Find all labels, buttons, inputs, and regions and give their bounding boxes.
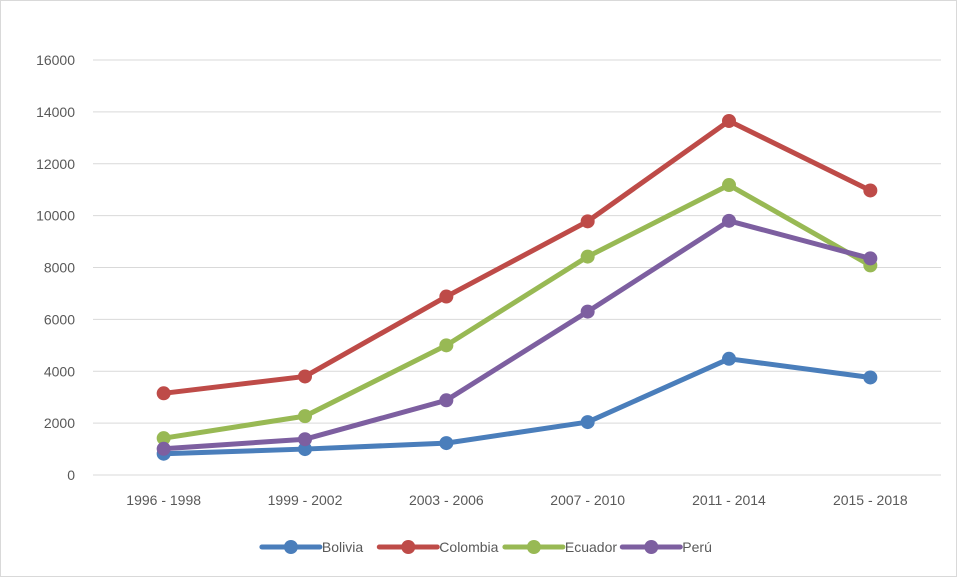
y-axis: 0 2000 4000 6000 8000 10000 12000 14000 16000 xyxy=(36,52,75,483)
data-point xyxy=(439,289,454,304)
legend-item-ecuador: Ecuador xyxy=(502,539,617,555)
data-point xyxy=(298,409,312,424)
data-point xyxy=(156,431,171,446)
legend-swatch-marker xyxy=(401,540,416,554)
series-layer xyxy=(156,113,878,461)
data-point xyxy=(722,351,736,366)
y-tick-label: 0 xyxy=(67,467,75,483)
legend: Bolivia Colombia Ecuador Perú xyxy=(259,539,712,555)
legend-label: Ecuador xyxy=(565,539,617,555)
series-line xyxy=(161,118,873,396)
x-tick-label: 2015 - 2018 xyxy=(833,492,908,508)
x-tick-label: 1999 - 2002 xyxy=(268,492,343,508)
data-point xyxy=(298,442,312,457)
series-colombia xyxy=(156,113,878,401)
y-tick-label: 2000 xyxy=(44,415,75,431)
y-tick-label: 4000 xyxy=(44,363,75,379)
data-point xyxy=(722,213,736,228)
y-tick-label: 8000 xyxy=(44,260,75,276)
data-point xyxy=(439,393,454,408)
data-point xyxy=(298,432,312,447)
data-point xyxy=(722,178,736,193)
gridlines xyxy=(93,59,941,476)
series-line xyxy=(161,356,873,457)
y-tick-label: 12000 xyxy=(36,156,75,172)
y-tick-label: 14000 xyxy=(36,104,75,120)
series-ecuador xyxy=(156,178,878,446)
series-line xyxy=(161,182,873,441)
legend-swatch-marker xyxy=(526,540,541,554)
data-point xyxy=(156,441,171,456)
y-tick-label: 16000 xyxy=(36,52,75,68)
legend-item-perú: Perú xyxy=(619,539,712,555)
data-point xyxy=(580,415,595,430)
x-tick-label: 2007 - 2010 xyxy=(550,492,625,508)
data-point xyxy=(580,214,595,229)
data-point xyxy=(298,369,312,384)
legend-label: Perú xyxy=(682,539,712,555)
legend-label: Colombia xyxy=(439,539,498,555)
data-point xyxy=(156,386,171,401)
legend-label: Bolivia xyxy=(322,539,363,555)
data-point xyxy=(863,370,878,385)
legend-item-colombia: Colombia xyxy=(376,539,499,555)
x-tick-label: 2003 - 2006 xyxy=(409,492,484,508)
y-tick-label: 10000 xyxy=(36,208,75,224)
legend-swatch-marker xyxy=(283,540,298,554)
data-point xyxy=(863,251,878,266)
data-point xyxy=(580,304,595,319)
data-point xyxy=(580,249,595,264)
data-point xyxy=(722,113,736,128)
data-point xyxy=(863,183,878,198)
series-perú xyxy=(156,213,878,456)
y-tick-label: 6000 xyxy=(44,311,75,327)
data-point xyxy=(439,338,454,353)
legend-swatch-marker xyxy=(644,540,659,554)
series-bolivia xyxy=(156,351,878,461)
x-axis: 1996 - 1998 1999 - 2002 2003 - 2006 2007 - … xyxy=(126,492,908,508)
x-tick-label: 1996 - 1998 xyxy=(126,492,201,508)
x-tick-label: 2011 - 2014 xyxy=(692,492,766,508)
series-line xyxy=(161,218,873,452)
data-point xyxy=(439,436,454,451)
legend-item-bolivia: Bolivia xyxy=(259,539,363,555)
